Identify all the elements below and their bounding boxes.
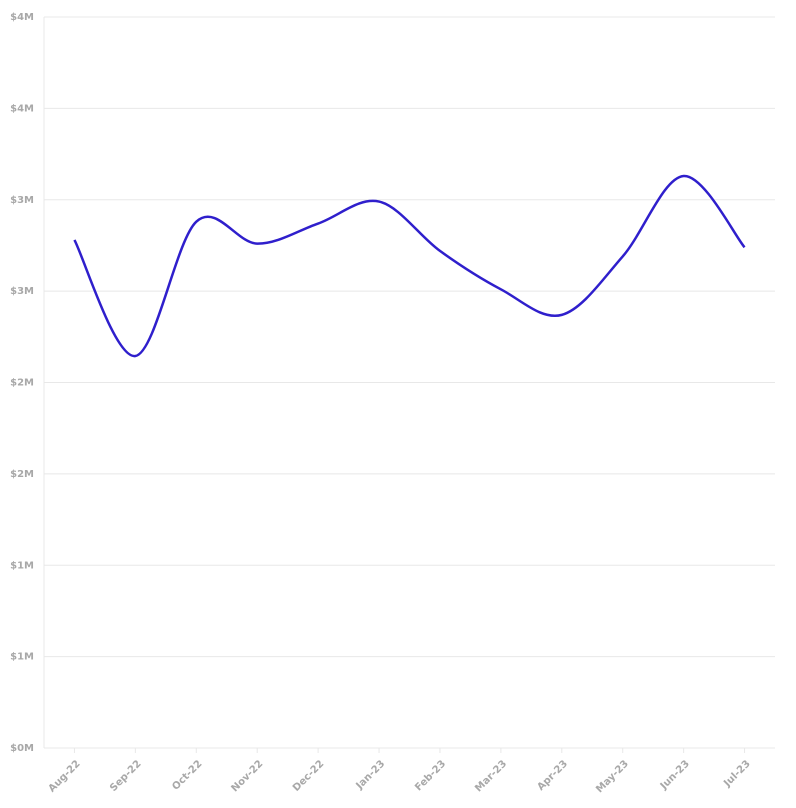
y-tick-label: $4M [10,103,34,114]
x-tick-label: Dec-22 [291,758,326,793]
y-tick-label: $2M [10,378,34,389]
x-tick-label: Oct-22 [170,758,204,792]
x-tick-label: Jun-23 [658,758,692,792]
x-tick-label: Jul-23 [721,758,752,789]
x-tick-label: Aug-22 [47,758,83,794]
x-tick-label: Nov-22 [230,758,266,794]
x-tick-label: Sep-22 [108,758,144,794]
x-tick-label: May-23 [594,758,631,795]
y-tick-label: $3M [10,286,34,297]
x-tick-label: Apr-23 [535,758,570,793]
x-tick-label: Mar-23 [473,758,509,794]
y-tick-label: $1M [10,560,34,571]
y-tick-label: $2M [10,469,34,480]
y-tick-label: $0M [10,743,34,754]
x-tick-label: Jan-23 [354,758,388,792]
x-tick-label: Feb-23 [413,758,448,793]
y-tick-label: $1M [10,652,34,663]
y-tick-label: $4M [10,12,34,23]
y-tick-label: $3M [10,195,34,206]
line [73,174,746,358]
